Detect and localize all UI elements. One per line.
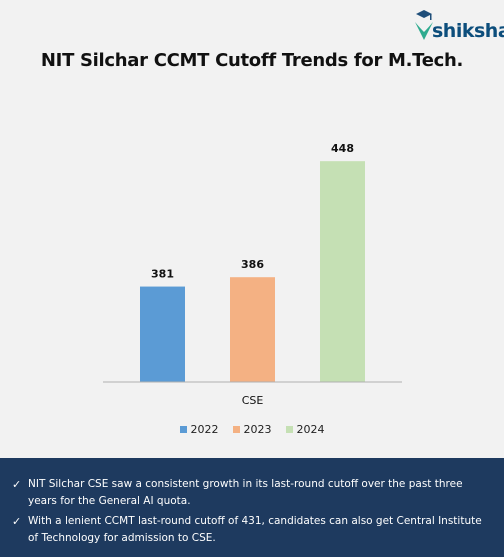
legend-label: 2024 xyxy=(296,423,325,436)
legend-label: 2023 xyxy=(243,423,272,436)
data-label-2024: 448 xyxy=(331,142,354,155)
chart-legend: 2022 2023 2024 xyxy=(0,423,504,436)
x-tick-label: CSE xyxy=(242,394,264,407)
note-text: With a lenient CCMT last-round cutoff of… xyxy=(28,515,482,544)
check-icon: ✓ xyxy=(12,478,22,491)
graduation-cap-icon xyxy=(415,10,433,40)
bar-2023 xyxy=(230,277,275,382)
bar-2024 xyxy=(320,161,365,382)
note-item: ✓ With a lenient CCMT last-round cutoff … xyxy=(12,513,492,547)
shiksha-logo: shiksha xyxy=(412,8,504,44)
legend-label: 2022 xyxy=(190,423,219,436)
check-icon: ✓ xyxy=(12,515,22,528)
x-ticks: CSE xyxy=(242,394,264,407)
legend-item-2023: 2023 xyxy=(232,423,272,436)
bar-chart: 381 386 448 CSE xyxy=(103,142,402,407)
data-label-2023: 386 xyxy=(241,258,264,271)
chart-title: NIT Silchar CCMT Cutoff Trends for M.Tec… xyxy=(40,50,464,71)
legend-swatch xyxy=(285,426,293,433)
legend-item-2024: 2024 xyxy=(285,423,325,436)
data-label-2022: 381 xyxy=(151,268,174,281)
bar-2022 xyxy=(140,286,185,382)
brand-name: shiksha xyxy=(432,20,504,42)
notes-panel: ✓ NIT Silchar CSE saw a consistent growt… xyxy=(0,458,504,557)
note-item: ✓ NIT Silchar CSE saw a consistent growt… xyxy=(12,476,492,510)
note-text: NIT Silchar CSE saw a consistent growth … xyxy=(28,478,463,507)
bars-group: 381 386 448 xyxy=(140,142,365,382)
legend-item-2022: 2022 xyxy=(179,423,219,436)
legend-swatch xyxy=(179,426,187,433)
legend-swatch xyxy=(232,426,240,433)
